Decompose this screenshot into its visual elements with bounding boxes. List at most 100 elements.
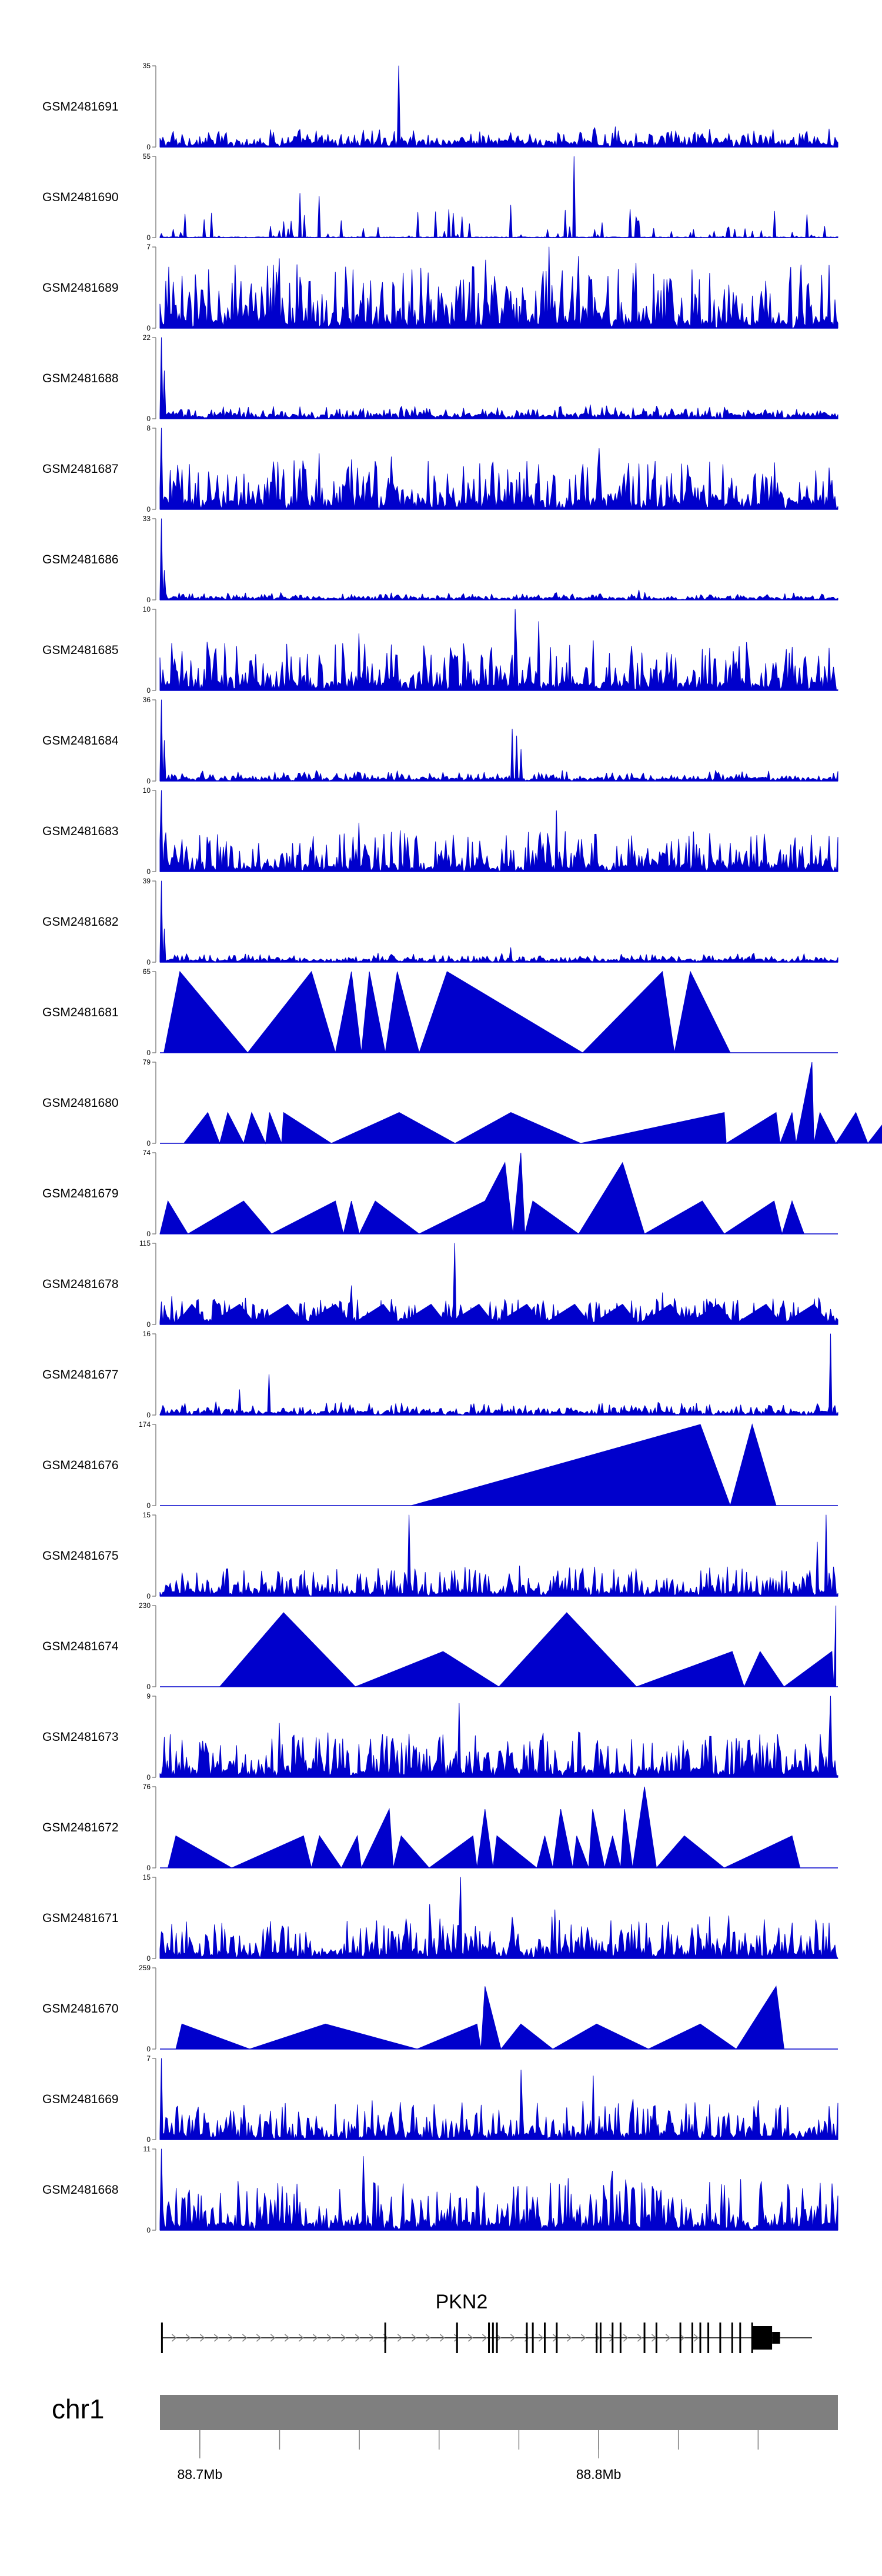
y-tick-max-label: 174 [139,1420,151,1429]
exon [739,2323,741,2353]
y-tick-max-label: 65 [143,967,151,976]
y-tick-min-label: 0 [146,1592,151,1600]
track-GSM2481682: GSM2481682 39 0 [42,877,838,966]
y-tick-max-label: 7 [146,2054,151,2063]
strand-arrow [312,2334,318,2342]
track-GSM2481684: GSM2481684 36 0 [42,696,838,785]
coverage-area [159,518,838,600]
strand-arrow [298,2334,304,2342]
exon [599,2323,602,2353]
y-tick-max-label: 259 [139,1964,151,1972]
track-GSM2481676: GSM2481676 174 0 [42,1420,838,1510]
strand-arrow [369,2334,375,2342]
exon [543,2323,546,2353]
track-label: GSM2481671 [42,1911,119,1925]
exon [526,2323,528,2353]
strand-arrow [228,2334,233,2342]
strand-arrow [679,2334,685,2342]
exon [161,2323,163,2353]
track-GSM2481687: GSM2481687 8 0 [42,424,838,513]
coverage-area [159,1243,838,1325]
strand-arrow [270,2334,276,2342]
coverage-area [219,1605,837,1688]
gene-label: PKN2 [436,2291,488,2313]
strand-arrow [326,2334,332,2342]
y-tick-max-label: 10 [143,786,151,795]
axis-tick-label: 88.8Mb [576,2467,622,2482]
track-GSM2481686: GSM2481686 33 0 [42,515,838,604]
exon-last [752,2326,773,2350]
y-tick-max-label: 8 [146,424,151,432]
y-tick-min-label: 0 [146,1139,151,1147]
y-tick-min-label: 0 [146,2045,151,2053]
track-GSM2481668: GSM2481668 11 0 [42,2145,838,2234]
strand-arrow [453,2334,459,2342]
strand-arrow [213,2334,219,2342]
track-GSM2481689: GSM2481689 7 0 [42,243,838,332]
coverage-area [159,1877,838,1959]
track-GSM2481674: GSM2481674 230 0 [42,1601,838,1691]
y-tick-min-label: 0 [146,777,151,785]
track-label: GSM2481681 [42,1006,119,1019]
y-tick-max-label: 55 [143,152,151,161]
strand-arrow [580,2334,586,2342]
y-tick-max-label: 15 [143,1873,151,1881]
exon [384,2323,386,2353]
track-GSM2481673: GSM2481673 9 0 [42,1692,838,1781]
exon [643,2323,646,2353]
track-GSM2481670: GSM2481670 259 0 [42,1964,838,2053]
gene-track: PKN2 [161,2291,812,2353]
track-label: GSM2481676 [42,1459,119,1472]
coverage-area [175,1985,784,2050]
track-label: GSM2481680 [42,1096,119,1110]
y-tick-max-label: 39 [143,877,151,885]
track-GSM2481672: GSM2481672 76 0 [42,1783,838,1872]
exon [612,2323,614,2353]
track-GSM2481679: GSM2481679 74 0 [42,1149,838,1238]
genome-axis-track: chr1 88.7Mb 88.8Mb [52,2394,838,2482]
exon [731,2323,733,2353]
strand-arrow [242,2334,248,2342]
track-label: GSM2481675 [42,1549,119,1563]
y-tick-min-label: 0 [146,505,151,513]
coverage-area [163,970,731,1054]
exon [691,2323,693,2353]
coverage-area [159,1514,838,1597]
strand-arrow [510,2334,516,2342]
chromosome-label: chr1 [52,2394,104,2424]
y-tick-min-label: 0 [146,1954,151,1963]
coverage-area [159,2148,838,2231]
exon [679,2323,681,2353]
exon [532,2323,534,2353]
coverage-area [159,699,838,782]
strand-arrow [496,2334,502,2342]
exon [488,2323,490,2353]
y-tick-min-label: 0 [146,2135,151,2144]
strand-arrow [340,2334,346,2342]
y-tick-min-label: 0 [146,324,151,332]
track-label: GSM2481684 [42,734,119,748]
track-label: GSM2481688 [42,372,119,385]
exon [456,2323,458,2353]
track-label: GSM2481668 [42,2183,119,2197]
y-tick-max-label: 15 [143,1511,151,1519]
chromosome-ideogram-bar [160,2395,838,2430]
exon [707,2323,710,2353]
strand-arrow [693,2334,699,2342]
y-tick-max-label: 76 [143,1783,151,1791]
axis-tick-label: 88.7Mb [177,2467,222,2482]
coverage-area [167,1786,801,1869]
y-tick-min-label: 0 [146,1773,151,1781]
utr [772,2332,780,2344]
strand-arrow [538,2334,544,2342]
track-label: GSM2481672 [42,1821,119,1834]
track-GSM2481678: GSM2481678 115 0 [42,1239,838,1329]
y-tick-min-label: 0 [146,958,151,966]
y-tick-min-label: 0 [146,1049,151,1057]
y-tick-min-label: 0 [146,1501,151,1510]
track-label: GSM2481686 [42,553,119,566]
track-label: GSM2481691 [42,100,119,114]
coverage-area [159,609,838,691]
y-tick-max-label: 10 [143,605,151,613]
